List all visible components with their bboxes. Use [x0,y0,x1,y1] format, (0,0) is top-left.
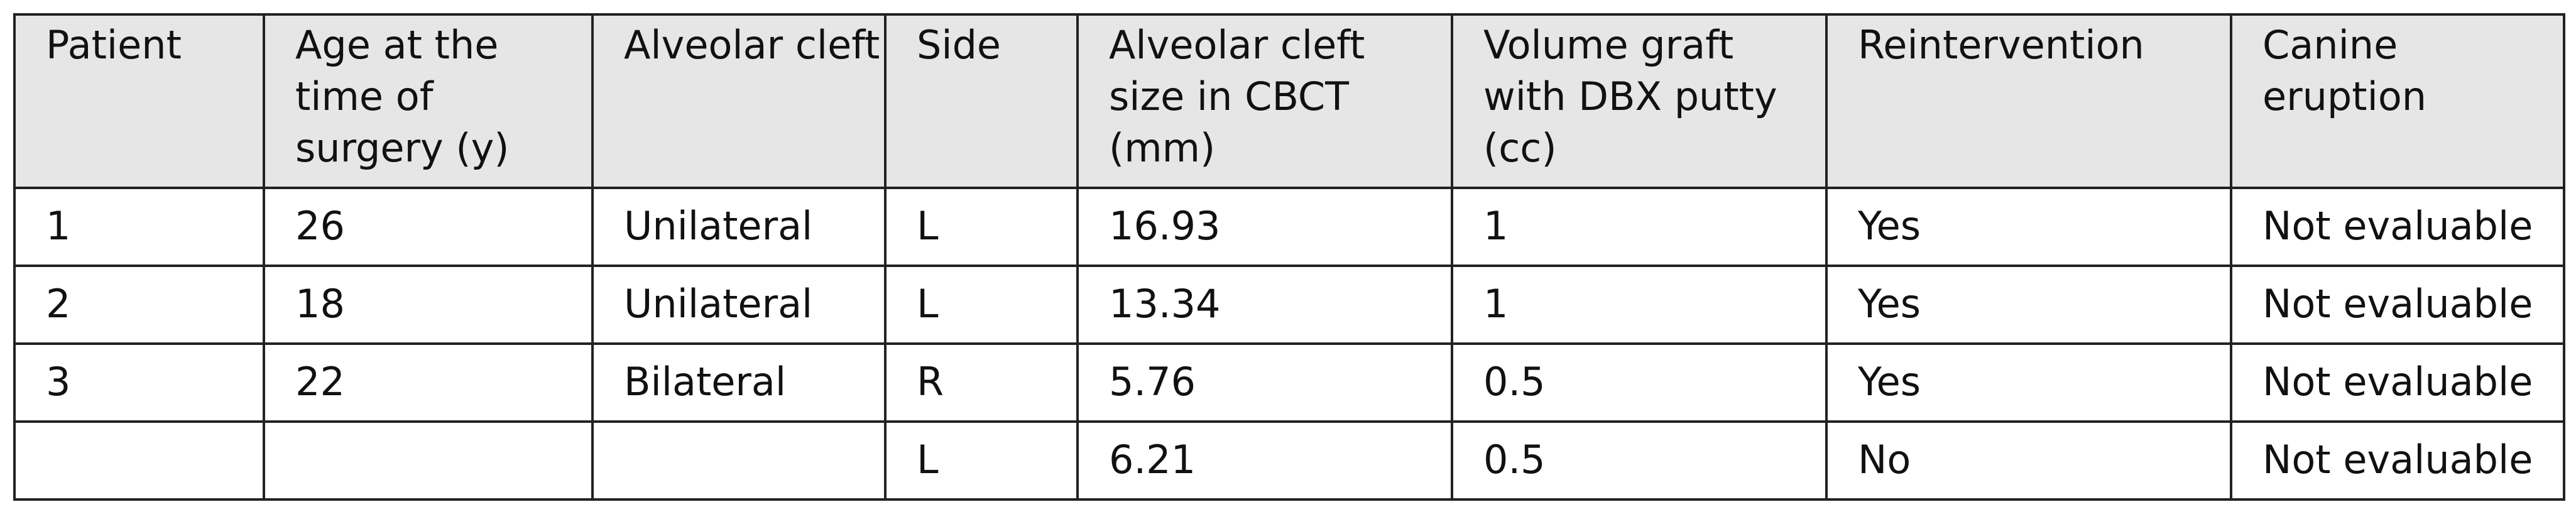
table-row: L 6.21 0.5 No Not evaluable [13,420,2565,501]
table-row: 2 18 Unilateral L 13.34 1 Yes Not evaluable [13,265,2565,345]
table-cell: Not evaluable [2230,265,2565,345]
header-cell: Side [884,13,1079,189]
data-table: Patient Age at the time of surgery (y) Alv… [13,13,2565,501]
table-cell: L [884,187,1079,267]
table-cell: 13.34 [1076,265,1453,345]
table-cell: Yes [1825,265,2232,345]
table-cell: 1 [13,187,265,267]
table-cell: 5.76 [1076,342,1453,423]
header-row: Patient Age at the time of surgery (y) Alv… [13,13,2565,189]
header-cell: Alveolar cleft [591,13,887,189]
table-cell: L [884,420,1079,501]
table-container: Patient Age at the time of surgery (y) Alv… [13,13,2565,501]
table-cell: 18 [263,265,594,345]
table-header: Patient Age at the time of surgery (y) Alv… [13,13,2565,189]
table-cell: 2 [13,265,265,345]
table-row: 1 26 Unilateral L 16.93 1 Yes Not evaluable [13,187,2565,267]
header-cell: Age at the time of surgery (y) [263,13,594,189]
header-cell: Volume graft with DBX putty (cc) [1451,13,1828,189]
table-cell: Not evaluable [2230,420,2565,501]
table-cell: Bilateral [591,342,887,423]
table-cell: Unilateral [591,187,887,267]
header-cell: Canine eruption [2230,13,2565,189]
header-cell: Reintervention [1825,13,2232,189]
header-cell: Alveolar cleft size in CBCT (mm) [1076,13,1453,189]
header-cell: Patient [13,13,265,189]
table-cell: Yes [1825,187,2232,267]
table-cell: 16.93 [1076,187,1453,267]
table-cell: 0.5 [1451,420,1828,501]
table-cell: L [884,265,1079,345]
table-cell: Unilateral [591,265,887,345]
table-cell: 1 [1451,187,1828,267]
table-cell: 22 [263,342,594,423]
table-row: 3 22 Bilateral R 5.76 0.5 Yes Not evaluable [13,342,2565,423]
table-cell: No [1825,420,2232,501]
table-cell: Yes [1825,342,2232,423]
table-cell: 6.21 [1076,420,1453,501]
table-cell: 3 [13,342,265,423]
table-cell [13,420,265,501]
table-cell: R [884,342,1079,423]
table-cell: Not evaluable [2230,342,2565,423]
table-cell [263,420,594,501]
table-cell: Not evaluable [2230,187,2565,267]
table-cell [591,420,887,501]
table-cell: 1 [1451,265,1828,345]
table-body: 1 26 Unilateral L 16.93 1 Yes Not evaluable 2 18 U… [13,187,2565,501]
table-cell: 26 [263,187,594,267]
table-cell: 0.5 [1451,342,1828,423]
